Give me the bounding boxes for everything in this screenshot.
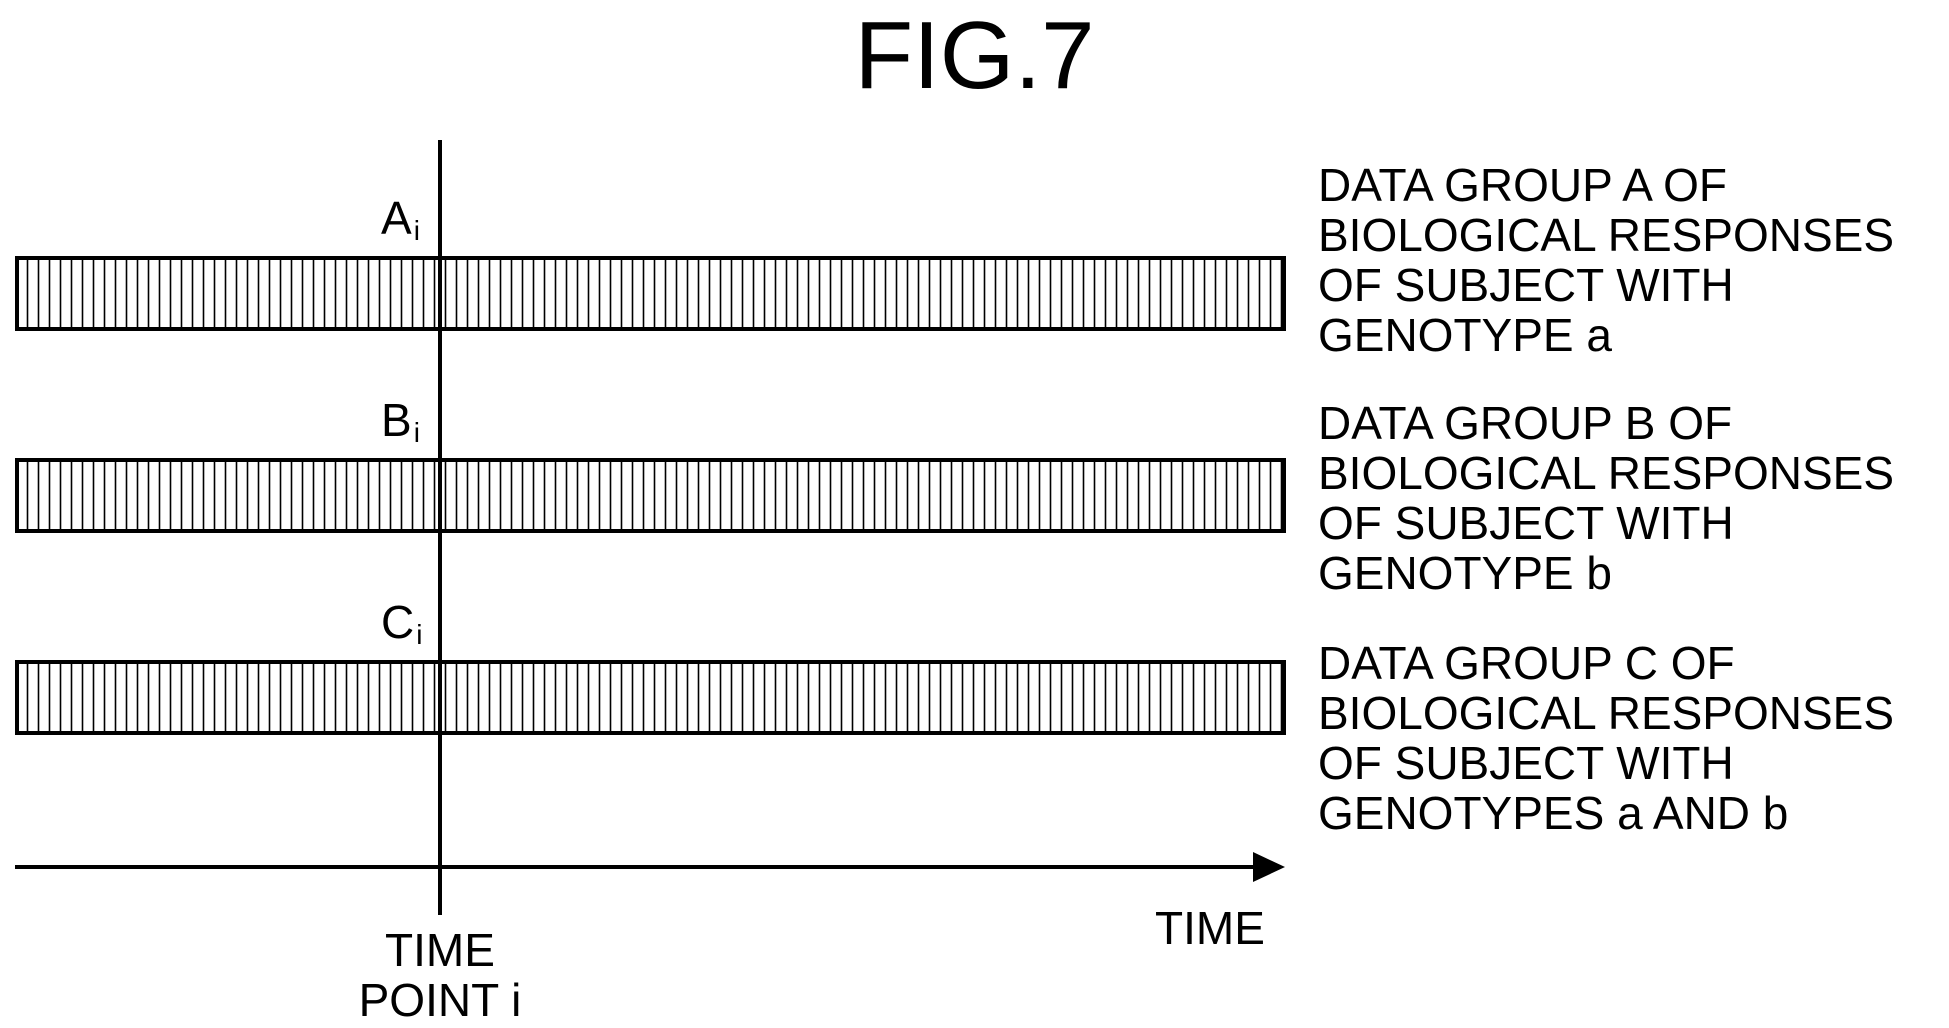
data-band-a bbox=[17, 258, 1284, 329]
marker-a: Ai bbox=[381, 193, 420, 256]
time-axis-arrowhead bbox=[1253, 852, 1285, 882]
time-axis-label: TIME bbox=[1110, 903, 1310, 953]
group-label-c: DATA GROUP C OF BIOLOGICAL RESPONSES OF … bbox=[1318, 638, 1938, 838]
group-label-b: DATA GROUP B OF BIOLOGICAL RESPONSES OF … bbox=[1318, 398, 1938, 598]
data-band-c bbox=[17, 662, 1284, 733]
data-band-b bbox=[17, 460, 1284, 531]
time-point-label: TIME POINT i bbox=[300, 925, 580, 1025]
marker-c: Ci bbox=[381, 597, 422, 660]
marker-b: Bi bbox=[381, 395, 420, 458]
group-label-a: DATA GROUP A OF BIOLOGICAL RESPONSES OF … bbox=[1318, 160, 1938, 360]
